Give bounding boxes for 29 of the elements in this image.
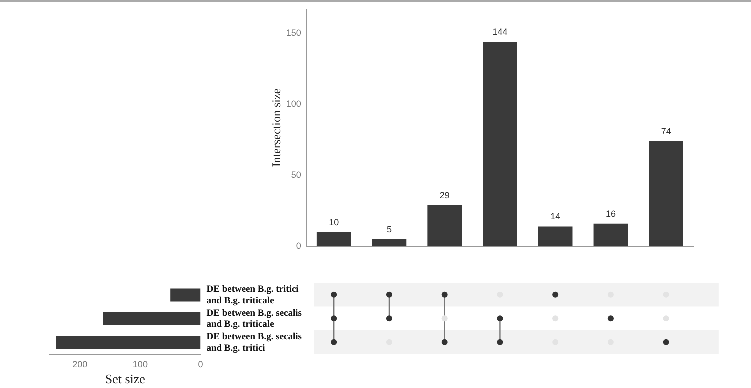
bar bbox=[594, 224, 628, 247]
data-label: 16 bbox=[606, 208, 616, 219]
bar bbox=[56, 336, 201, 350]
y-tick-label: DE between B.g. tritici and B.g. triticale bbox=[206, 285, 300, 306]
y-tick-label: 0 bbox=[296, 241, 302, 252]
data-label: 29 bbox=[440, 190, 450, 200]
data-label: 5 bbox=[386, 224, 392, 234]
bar bbox=[316, 232, 352, 247]
bar bbox=[372, 240, 407, 247]
x-tick-label: 100 bbox=[132, 359, 148, 370]
x-tick-label: 200 bbox=[72, 359, 88, 370]
data-label: 74 bbox=[661, 126, 672, 136]
x-tick-label: 0 bbox=[198, 359, 204, 370]
bar bbox=[103, 312, 201, 326]
bar bbox=[649, 141, 684, 247]
y-tick-label: DE between B.g. secalis and B.g. triticale bbox=[206, 308, 302, 330]
data-label: 144 bbox=[492, 27, 508, 38]
bar bbox=[483, 42, 518, 247]
bar bbox=[538, 226, 573, 247]
bar bbox=[170, 288, 201, 302]
y-axis-title: Intersection size bbox=[269, 88, 284, 168]
y-tick-label: 100 bbox=[286, 99, 302, 110]
data-label: 14 bbox=[550, 212, 561, 222]
y-tick-label: DE between B.g. secalis and B.g. tritici bbox=[206, 332, 302, 354]
data-label: 10 bbox=[329, 217, 340, 228]
y-tick-label: 150 bbox=[286, 28, 302, 38]
bar bbox=[428, 205, 462, 247]
x-axis-title: Set size bbox=[105, 372, 146, 387]
y-tick-label: 50 bbox=[291, 170, 302, 180]
